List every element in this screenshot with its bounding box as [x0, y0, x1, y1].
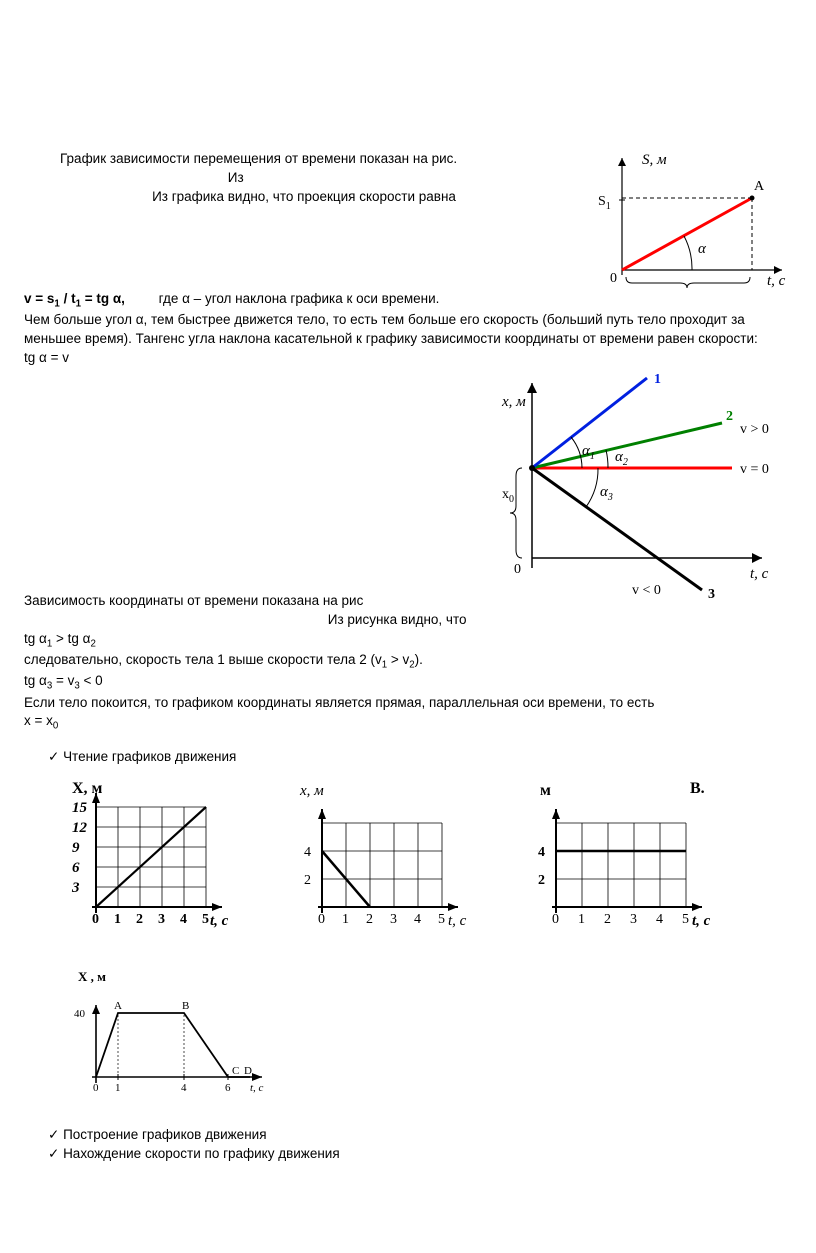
- fig1-angle: α: [698, 241, 707, 257]
- svg-text:2: 2: [136, 912, 143, 927]
- svg-text:2: 2: [304, 873, 311, 888]
- svg-text:x, м: x, м: [299, 783, 324, 799]
- svg-text:4: 4: [180, 912, 187, 927]
- svg-text:2: 2: [366, 912, 373, 927]
- fig1-s1-label: S1: [598, 194, 611, 212]
- svg-text:1: 1: [114, 912, 121, 927]
- para-5: Если тело покоится, то графиком координа…: [24, 694, 792, 713]
- svg-text:4: 4: [656, 912, 663, 927]
- svg-text:0: 0: [552, 912, 559, 927]
- eq-3: tg α3 = v3 < 0: [24, 672, 792, 693]
- fig2-a3: α3: [600, 484, 613, 503]
- fig1-line: [622, 198, 752, 270]
- svg-text:t, с: t, с: [250, 1082, 264, 1094]
- bullet-reading-graphs: Чтение графиков движения: [48, 748, 792, 767]
- svg-text:м: м: [540, 782, 551, 799]
- svg-text:3: 3: [71, 880, 80, 896]
- fig2-origin: 0: [514, 562, 521, 577]
- svg-text:3: 3: [390, 912, 397, 927]
- svg-text:15: 15: [72, 800, 88, 816]
- svg-text:2: 2: [604, 912, 611, 927]
- svg-text:5: 5: [202, 912, 209, 927]
- svg-text:1: 1: [115, 1082, 121, 1094]
- svg-text:5: 5: [438, 912, 445, 927]
- fig2-x0: x0: [502, 487, 514, 505]
- fig2-label-2: 2: [726, 409, 733, 424]
- svg-text:1: 1: [578, 912, 585, 927]
- svg-text:3: 3: [630, 912, 637, 927]
- svg-text:40: 40: [74, 1008, 86, 1020]
- figure-displacement-vs-time: S, м t, с 0 S1 A t1 α: [592, 150, 792, 290]
- para-1b: Из графика видно, что проекция скорости …: [152, 189, 456, 204]
- svg-text:D: D: [244, 1065, 252, 1077]
- eq-4: x = x0: [24, 712, 792, 733]
- fig2-y-axis: x, м: [501, 394, 526, 410]
- fig2-a1: α1: [582, 443, 595, 462]
- svg-text:12: 12: [72, 820, 88, 836]
- fig1-t1-label: t1: [680, 289, 689, 290]
- svg-text:4: 4: [538, 845, 545, 860]
- para-1a: График зависимости перемещения от времен…: [60, 151, 457, 166]
- chart-d: X , м 40 0 1 4 6 t, с A B CD: [60, 967, 792, 1113]
- chart-c: В. м 2 4 0 1 2 3 4 5t, с: [510, 777, 730, 943]
- svg-text:В.: В.: [690, 780, 705, 797]
- eq-1: tg α = v: [24, 349, 792, 368]
- svg-text:6: 6: [225, 1082, 231, 1094]
- svg-text:2: 2: [538, 873, 545, 888]
- fig2-label-3: 3: [708, 587, 715, 602]
- svg-text:B: B: [182, 1000, 189, 1012]
- fig2-x-axis: t, с: [750, 566, 769, 582]
- svg-text:9: 9: [72, 840, 80, 856]
- figure-coordinate-vs-time: x, м t, с 0 x0 v = 0 2 v > 0 1 3 v < 0: [472, 368, 792, 608]
- svg-text:0: 0: [318, 912, 325, 927]
- chart-b: x, м 2 4 0 1 2 3 4 5t, с: [276, 777, 476, 943]
- bullet-finding-velocity: Нахождение скорости по графику движения: [48, 1145, 792, 1164]
- fig2-note-v0: v = 0: [740, 462, 769, 477]
- para-1b-word: Из: [228, 170, 244, 185]
- svg-text:1: 1: [342, 912, 349, 927]
- eq-2: tg α1 > tg α2: [24, 630, 792, 651]
- fig2-line-black: [532, 468, 702, 590]
- para-3a: Зависимость координаты от времени показа…: [24, 593, 363, 608]
- fig2-a2: α2: [615, 449, 628, 468]
- svg-text:C: C: [232, 1065, 239, 1077]
- fig2-label-1: 1: [654, 372, 661, 387]
- fig1-x-axis-label: t, с: [767, 273, 786, 289]
- svg-text:t, с: t, с: [448, 913, 467, 929]
- para-3b: Из рисунка видно, что: [328, 612, 467, 627]
- fig2-note-vpos: v > 0: [740, 422, 769, 437]
- svg-text:6: 6: [72, 860, 80, 876]
- bullet-building-graphs: Построение графиков движения: [48, 1126, 792, 1145]
- svg-text:3: 3: [158, 912, 165, 927]
- svg-text:X, м: X, м: [72, 780, 103, 797]
- para-4: следовательно, скорость тела 1 выше скор…: [24, 651, 792, 672]
- svg-text:0: 0: [93, 1082, 99, 1094]
- svg-text:5: 5: [682, 912, 689, 927]
- fig2-note-vneg: v < 0: [632, 583, 661, 598]
- fig1-y-axis-label: S, м: [642, 152, 667, 168]
- svg-text:4: 4: [414, 912, 421, 927]
- svg-text:4: 4: [181, 1082, 187, 1094]
- formula-line: v = s1 / t1 = tg α, где α – угол наклона…: [24, 290, 792, 311]
- svg-text:A: A: [114, 1000, 122, 1012]
- para-2: Чем больше угол α, тем быстрее движется …: [24, 311, 792, 349]
- svg-text:t, с: t, с: [692, 913, 711, 929]
- svg-text:X , м: X , м: [78, 969, 106, 984]
- fig1-point-a: A: [754, 179, 765, 194]
- fig1-origin: 0: [610, 271, 617, 286]
- svg-text:4: 4: [304, 845, 311, 860]
- svg-text:0: 0: [92, 912, 99, 927]
- svg-text:t, с: t, с: [210, 913, 229, 929]
- chart-a: X, м 3691215012345t, с: [52, 777, 242, 943]
